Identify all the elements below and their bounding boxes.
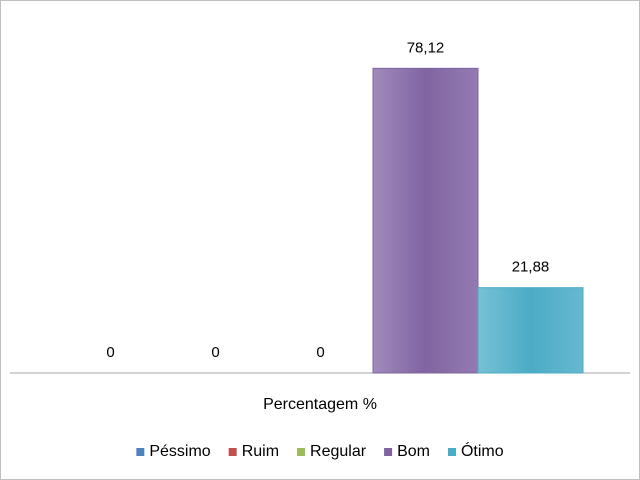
x-tick-label: Percentagem % (263, 396, 377, 413)
legend-marker (136, 448, 145, 456)
legend-item: Regular (297, 443, 367, 460)
data-label: 0 (316, 344, 324, 361)
legend-item: Ruim (228, 443, 279, 460)
legend-marker (447, 448, 456, 456)
data-label: 0 (211, 344, 219, 361)
legend-label: Ruim (242, 443, 279, 460)
legend-label: Ótimo (461, 441, 504, 460)
legend-item: Bom (384, 443, 430, 460)
legend-marker (228, 448, 237, 456)
data-label: 78,12 (407, 39, 445, 56)
legend-label: Regular (310, 443, 367, 460)
bar (477, 287, 584, 374)
bar (372, 67, 479, 374)
legend-label: Bom (397, 443, 430, 460)
data-label: 21,88 (512, 259, 550, 276)
legend-item: Péssimo (136, 443, 211, 460)
legend-marker (297, 448, 306, 456)
legend-marker (384, 448, 393, 456)
legend-item: Ótimo (447, 441, 504, 460)
data-label: 0 (106, 344, 114, 361)
legend-label: Péssimo (149, 443, 210, 460)
